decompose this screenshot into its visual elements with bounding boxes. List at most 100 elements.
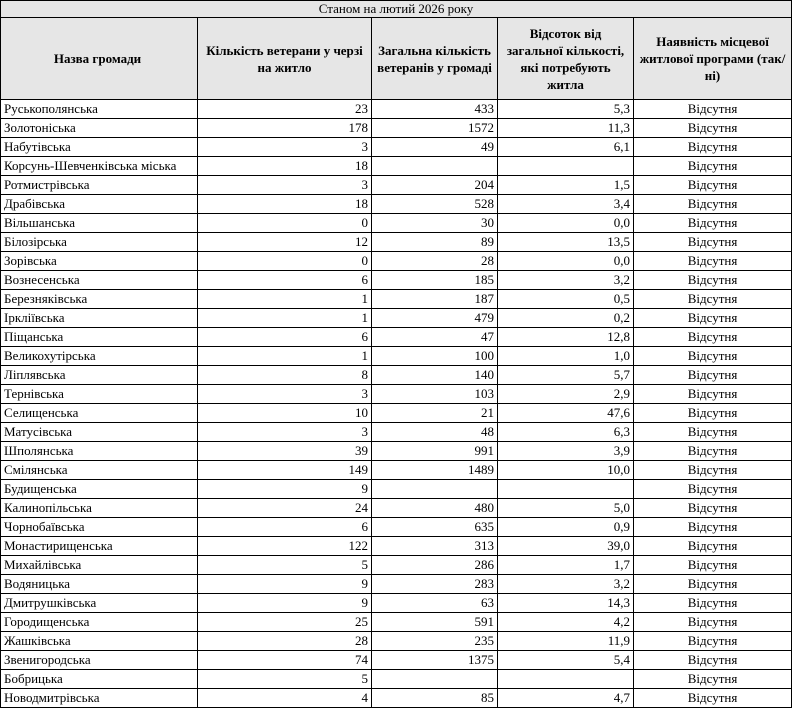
community-name: Драбівська (0, 194, 198, 214)
number-cell: 13,5 (497, 232, 634, 252)
number-cell: 11,9 (497, 631, 634, 651)
number-cell: 0 (197, 251, 372, 271)
table-row: Монастирищенська 122 313 39,0 Відсутня (0, 536, 793, 556)
table-row: Михайлівська 5 286 1,7 Відсутня (0, 555, 793, 575)
number-cell: 6 (197, 327, 372, 347)
number-cell: 635 (371, 517, 498, 537)
table-row: Шполянська 39 991 3,9 Відсутня (0, 441, 793, 461)
community-name: Дмитрушківська (0, 593, 198, 613)
table-row: Березняківська 1 187 0,5 Відсутня (0, 289, 793, 309)
number-cell: 149 (197, 460, 372, 480)
number-cell (497, 156, 634, 176)
table-row: Бобрицька 5 Відсутня (0, 669, 793, 689)
table-row: Селищенська 10 21 47,6 Відсутня (0, 403, 793, 423)
program-status: Відсутня (632, 118, 793, 138)
community-name: Городищенська (0, 612, 198, 632)
number-cell: 24 (197, 498, 372, 518)
column-header: Кількість ветерани у черзі на житло (197, 17, 372, 100)
number-cell: 89 (371, 232, 498, 252)
program-status: Відсутня (632, 574, 793, 594)
table-row: Золотоніська 178 1572 11,3 Відсутня (0, 118, 793, 138)
number-cell: 235 (371, 631, 498, 651)
number-cell: 47,6 (497, 403, 634, 423)
community-name: Вознесенська (0, 270, 198, 290)
header-row: Назва громади Кількість ветерани у черзі … (0, 17, 793, 100)
number-cell: 100 (371, 346, 498, 366)
table-row: Новодмитрівська 4 85 4,7 Відсутня (0, 688, 793, 708)
community-name: Зорівська (0, 251, 198, 271)
number-cell: 2,9 (497, 384, 634, 404)
program-status: Відсутня (632, 688, 793, 708)
program-status: Відсутня (632, 175, 793, 195)
community-name: Вільшанська (0, 213, 198, 233)
number-cell: 3 (197, 422, 372, 442)
number-cell: 6 (197, 270, 372, 290)
program-status: Відсутня (632, 365, 793, 385)
table-row: Тернівська 3 103 2,9 Відсутня (0, 384, 793, 404)
number-cell: 9 (197, 479, 372, 499)
number-cell: 12,8 (497, 327, 634, 347)
number-cell: 0,0 (497, 251, 634, 271)
number-cell: 480 (371, 498, 498, 518)
number-cell (497, 479, 634, 499)
community-name: Смілянська (0, 460, 198, 480)
number-cell: 5,7 (497, 365, 634, 385)
table-row: Городищенська 25 591 4,2 Відсутня (0, 612, 793, 632)
community-name: Березняківська (0, 289, 198, 309)
community-name: Тернівська (0, 384, 198, 404)
number-cell: 1 (197, 289, 372, 309)
number-cell: 74 (197, 650, 372, 670)
program-status: Відсутня (632, 517, 793, 537)
number-cell: 103 (371, 384, 498, 404)
community-name: Жашківська (0, 631, 198, 651)
number-cell: 28 (371, 251, 498, 271)
number-cell: 0 (197, 213, 372, 233)
number-cell: 25 (197, 612, 372, 632)
program-status: Відсутня (632, 536, 793, 556)
number-cell: 1375 (371, 650, 498, 670)
caption: Станом на лютий 2026 року (0, 0, 793, 18)
number-cell: 23 (197, 99, 372, 119)
number-cell: 4,2 (497, 612, 634, 632)
program-status: Відсутня (632, 99, 793, 119)
number-cell: 4,7 (497, 688, 634, 708)
number-cell: 5,4 (497, 650, 634, 670)
program-status: Відсутня (632, 593, 793, 613)
community-name: Іркліївська (0, 308, 198, 328)
number-cell: 283 (371, 574, 498, 594)
table-row: Руськополянська 23 433 5,3 Відсутня (0, 99, 793, 119)
community-name: Селищенська (0, 403, 198, 423)
program-status: Відсутня (632, 327, 793, 347)
number-cell (371, 669, 498, 689)
number-cell: 1 (197, 308, 372, 328)
number-cell: 479 (371, 308, 498, 328)
table-row: Набутівська 3 49 6,1 Відсутня (0, 137, 793, 157)
table-row: Ліплявська 8 140 5,7 Відсутня (0, 365, 793, 385)
table-row: Жашківська 28 235 11,9 Відсутня (0, 631, 793, 651)
number-cell: 1572 (371, 118, 498, 138)
table-row: Піщанська 6 47 12,8 Відсутня (0, 327, 793, 347)
table-row: Смілянська 149 1489 10,0 Відсутня (0, 460, 793, 480)
number-cell: 47 (371, 327, 498, 347)
number-cell: 28 (197, 631, 372, 651)
table-row: Зорівська 0 28 0,0 Відсутня (0, 251, 793, 271)
community-name: Білозірська (0, 232, 198, 252)
number-cell: 6,1 (497, 137, 634, 157)
number-cell: 3 (197, 175, 372, 195)
program-status: Відсутня (632, 441, 793, 461)
number-cell: 10,0 (497, 460, 634, 480)
table-row: Вільшанська 0 30 0,0 Відсутня (0, 213, 793, 233)
community-name: Корсунь-Шевченківська міська (0, 156, 198, 176)
program-status: Відсутня (632, 213, 793, 233)
program-status: Відсутня (632, 460, 793, 480)
number-cell: 1 (197, 346, 372, 366)
table-row: Іркліївська 1 479 0,2 Відсутня (0, 308, 793, 328)
program-status: Відсутня (632, 289, 793, 309)
table-row: Будищенська 9 Відсутня (0, 479, 793, 499)
number-cell: 48 (371, 422, 498, 442)
number-cell: 1,7 (497, 555, 634, 575)
program-status: Відсутня (632, 251, 793, 271)
community-name: Михайлівська (0, 555, 198, 575)
